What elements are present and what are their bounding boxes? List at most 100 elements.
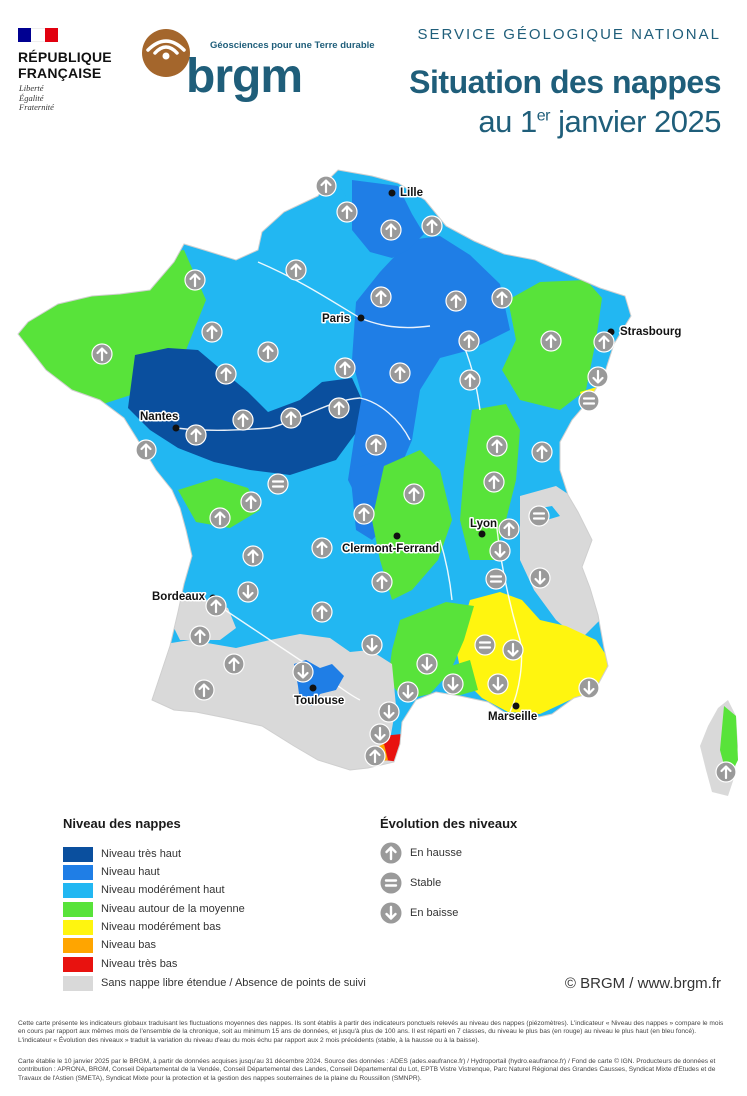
arrow-up-icon xyxy=(445,290,467,312)
arrow-up-icon xyxy=(371,571,393,593)
arrow-up-icon xyxy=(389,362,411,384)
arrow-up-icon xyxy=(540,330,562,352)
arrow-up-icon xyxy=(193,679,215,701)
legend-swatch xyxy=(63,919,93,935)
arrow-down-icon xyxy=(237,581,259,603)
equal-icon xyxy=(474,634,496,656)
legend-swatch xyxy=(63,975,93,991)
legend-item: Niveau très haut xyxy=(63,846,181,862)
arrow-up-icon xyxy=(370,286,392,308)
arrow-up-icon xyxy=(91,343,113,365)
legend-item: Niveau bas xyxy=(63,937,156,953)
legend-swatch xyxy=(63,846,93,862)
groundwater-map: Lille Paris Strasbourg Nantes Lyon Clerm… xyxy=(17,169,738,796)
arrow-up-icon xyxy=(189,625,211,647)
arrow-down-icon xyxy=(416,653,438,675)
arrow-down-icon xyxy=(529,567,551,589)
brgm-wordmark: brgm xyxy=(186,50,303,103)
arrow-down-icon xyxy=(380,902,402,924)
legend-evolution-item: Stable xyxy=(380,872,441,894)
republic-motto: Liberté Égalité Fraternité xyxy=(19,83,54,112)
copyright: © BRGM / www.brgm.fr xyxy=(564,975,721,992)
service-label: SERVICE GÉOLOGIQUE NATIONAL xyxy=(417,26,721,43)
arrow-up-icon xyxy=(491,287,513,309)
arrow-up-icon xyxy=(205,595,227,617)
map-subtitle: au 1er janvier 2025 xyxy=(478,104,721,139)
arrow-up-icon xyxy=(311,537,333,559)
arrow-up-icon xyxy=(240,491,262,513)
city-label-strasbourg: Strasbourg xyxy=(620,326,681,338)
republique-francaise-logo: RÉPUBLIQUE FRANÇAISE xyxy=(18,49,112,81)
legend-evolution-title: Évolution des niveaux xyxy=(380,816,518,831)
equal-icon xyxy=(578,390,600,412)
legend-swatch xyxy=(63,864,93,880)
trend-markers xyxy=(91,175,737,783)
arrow-down-icon xyxy=(502,639,524,661)
arrow-down-icon xyxy=(578,677,600,699)
arrow-down-icon xyxy=(489,540,511,562)
arrow-down-icon xyxy=(397,681,419,703)
arrow-down-icon xyxy=(442,673,464,695)
arrow-up-icon xyxy=(486,435,508,457)
city-label-bordeaux: Bordeaux xyxy=(152,591,206,603)
legend-evolution-item: En hausse xyxy=(380,842,462,864)
footnote-sources: Carte établie le 10 janvier 2025 par le … xyxy=(18,1058,716,1082)
legend-evolution-item: En baisse xyxy=(380,902,458,924)
city-label-paris: Paris xyxy=(322,313,350,325)
legend-swatch xyxy=(63,937,93,953)
arrow-up-icon xyxy=(232,409,254,431)
arrow-up-icon xyxy=(285,259,307,281)
equal-icon xyxy=(267,473,289,495)
arrow-up-icon xyxy=(311,601,333,623)
equal-icon xyxy=(380,872,402,894)
arrow-up-icon xyxy=(185,424,207,446)
arrow-up-icon xyxy=(336,201,358,223)
arrow-up-icon xyxy=(334,357,356,379)
city-label-nantes: Nantes xyxy=(140,411,178,423)
legend-item: Sans nappe libre étendue / Absence de po… xyxy=(63,975,366,991)
arrow-up-icon xyxy=(280,407,302,429)
arrow-up-icon xyxy=(459,369,481,391)
arrow-up-icon xyxy=(135,439,157,461)
arrow-up-icon xyxy=(209,507,231,529)
arrow-up-icon xyxy=(184,269,206,291)
arrow-up-icon xyxy=(223,653,245,675)
legend-item: Niveau modérément haut xyxy=(63,882,225,898)
arrow-down-icon xyxy=(369,723,391,745)
arrow-down-icon xyxy=(587,366,609,388)
legend-swatch xyxy=(63,901,93,917)
arrow-up-icon xyxy=(403,483,425,505)
arrow-up-icon xyxy=(364,745,386,767)
arrow-up-icon xyxy=(365,434,387,456)
legend-swatch xyxy=(63,882,93,898)
arrow-up-icon xyxy=(593,331,615,353)
arrow-up-icon xyxy=(715,761,737,783)
arrow-down-icon xyxy=(378,701,400,723)
arrow-up-icon xyxy=(531,441,553,463)
arrow-up-icon xyxy=(353,503,375,525)
brgm-tagline: Géosciences pour une Terre durable xyxy=(210,40,375,51)
arrow-down-icon xyxy=(361,634,383,656)
city-labels: Lille Paris Strasbourg Nantes Lyon Clerm… xyxy=(139,186,683,725)
legend-item: Niveau autour de la moyenne xyxy=(63,901,245,917)
arrow-up-icon xyxy=(483,471,505,493)
arrow-up-icon xyxy=(380,219,402,241)
arrow-up-icon xyxy=(421,215,443,237)
equal-icon xyxy=(528,505,550,527)
city-label-lille: Lille xyxy=(400,187,423,199)
footnote-description: Cette carte présente les indicateurs glo… xyxy=(18,1020,724,1044)
arrow-up-icon xyxy=(328,397,350,419)
arrow-up-icon xyxy=(380,842,402,864)
arrow-up-icon xyxy=(201,321,223,343)
city-label-marseille: Marseille xyxy=(488,711,537,723)
arrow-up-icon xyxy=(458,330,480,352)
arrow-up-icon xyxy=(498,518,520,540)
arrow-up-icon xyxy=(242,545,264,567)
legend-levels-title: Niveau des nappes xyxy=(63,816,181,831)
equal-icon xyxy=(485,568,507,590)
brgm-logo-icon xyxy=(142,29,190,77)
legend-item: Niveau modérément bas xyxy=(63,919,221,935)
arrow-up-icon xyxy=(215,363,237,385)
arrow-up-icon xyxy=(257,341,279,363)
legend-swatch xyxy=(63,956,93,972)
